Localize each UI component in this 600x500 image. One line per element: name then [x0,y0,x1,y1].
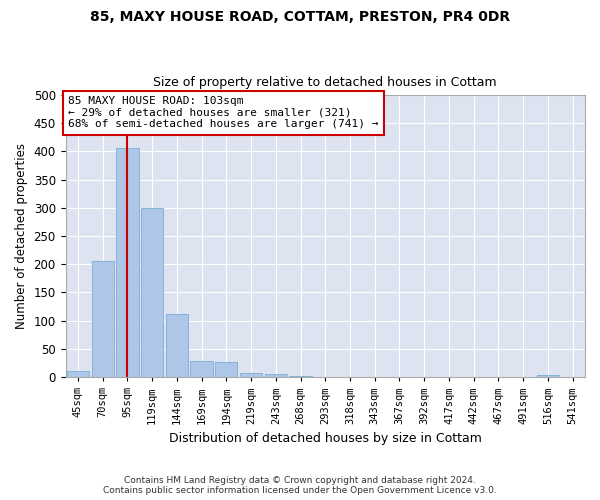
Bar [92,262,114,377]
Bar [215,362,238,377]
Bar [116,148,139,377]
Bar [190,362,213,377]
Bar [265,374,287,377]
Bar [141,208,163,377]
Text: 85, MAXY HOUSE ROAD, COTTAM, PRESTON, PR4 0DR: 85, MAXY HOUSE ROAD, COTTAM, PRESTON, PR… [90,10,510,24]
X-axis label: Distribution of detached houses by size in Cottam: Distribution of detached houses by size … [169,432,482,445]
Text: Contains HM Land Registry data © Crown copyright and database right 2024.
Contai: Contains HM Land Registry data © Crown c… [103,476,497,495]
Bar [166,314,188,377]
Title: Size of property relative to detached houses in Cottam: Size of property relative to detached ho… [154,76,497,90]
Text: 85 MAXY HOUSE ROAD: 103sqm
← 29% of detached houses are smaller (321)
68% of sem: 85 MAXY HOUSE ROAD: 103sqm ← 29% of deta… [68,96,379,130]
Bar [240,372,262,377]
Bar [67,372,89,377]
Bar [537,375,559,377]
Bar [289,376,311,377]
Y-axis label: Number of detached properties: Number of detached properties [15,143,28,329]
